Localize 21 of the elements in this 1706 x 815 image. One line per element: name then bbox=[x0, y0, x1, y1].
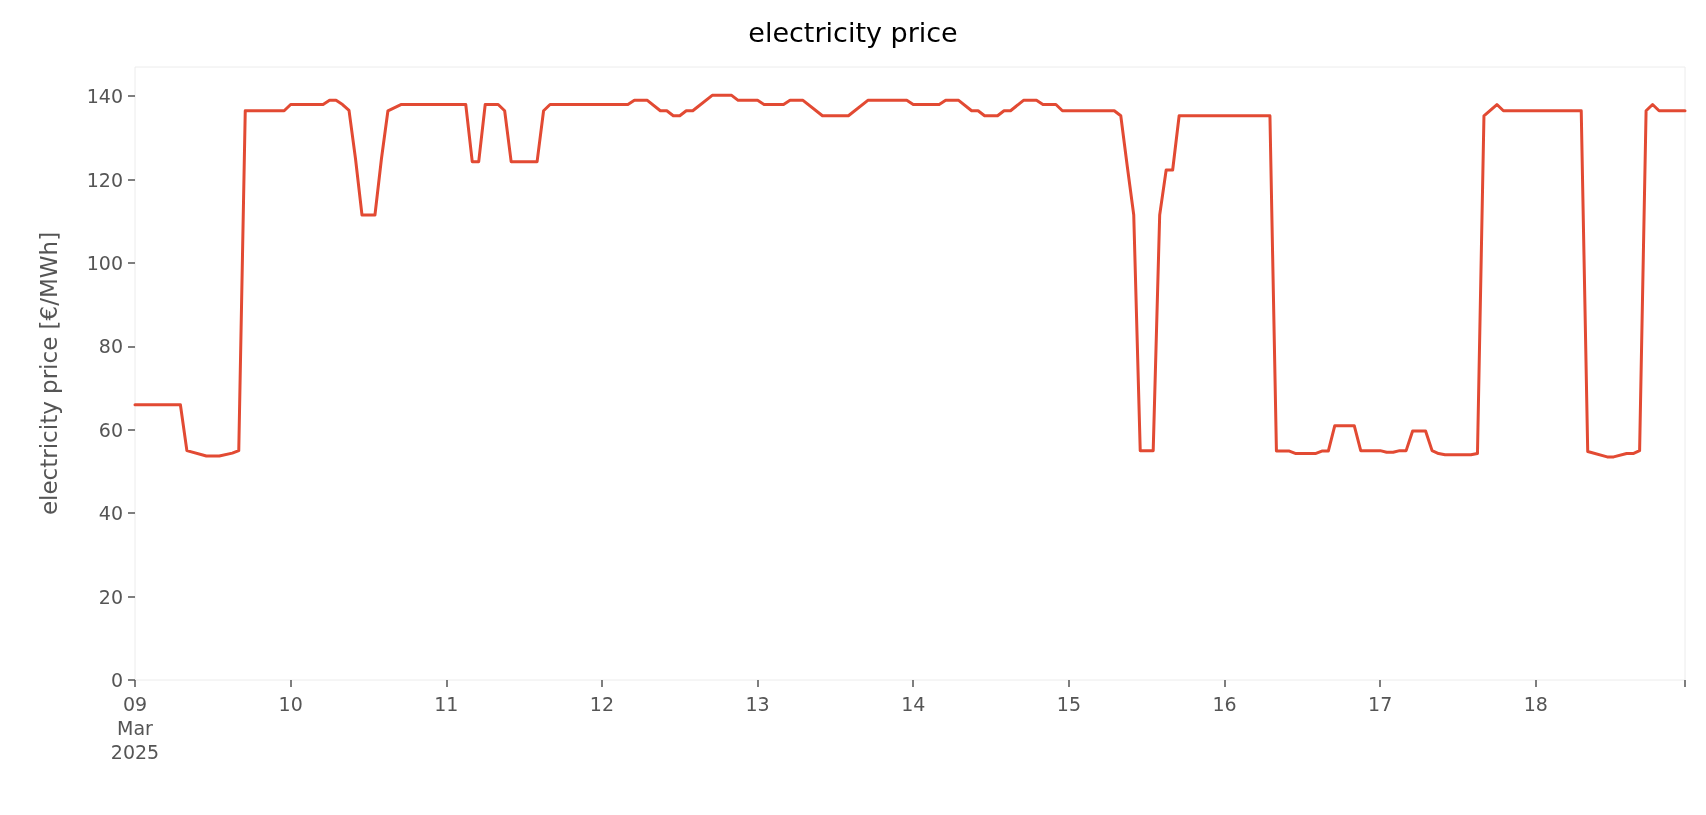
x-tick-label: 15 bbox=[1056, 693, 1081, 715]
x-tick-label: 12 bbox=[589, 693, 615, 715]
x-tick-label: 16 bbox=[1212, 693, 1237, 715]
y-axis-title: electricity price [€/MWh] bbox=[35, 231, 62, 516]
x-tick-label: 09 Mar 2025 bbox=[110, 693, 160, 763]
y-tick-label: 20 bbox=[98, 585, 123, 608]
y-tick-label: 100 bbox=[86, 251, 123, 274]
x-tick-label: 11 bbox=[434, 693, 459, 715]
y-tick-label: 40 bbox=[98, 502, 123, 525]
y-tick-label: 0 bbox=[110, 669, 123, 691]
x-tick-label: 13 bbox=[745, 693, 770, 715]
y-tick-label: 120 bbox=[86, 168, 123, 191]
y-tick-label: 60 bbox=[98, 418, 123, 441]
x-tick-label: 18 bbox=[1523, 693, 1548, 715]
chart-title: electricity price bbox=[748, 17, 958, 48]
x-tick-label: 10 bbox=[278, 693, 303, 715]
x-tick-label: 17 bbox=[1368, 693, 1393, 715]
y-tick-label: 140 bbox=[86, 85, 123, 108]
y-tick-label: 80 bbox=[98, 335, 123, 358]
line-series bbox=[133, 93, 1687, 459]
x-tick-label: 14 bbox=[901, 693, 926, 715]
